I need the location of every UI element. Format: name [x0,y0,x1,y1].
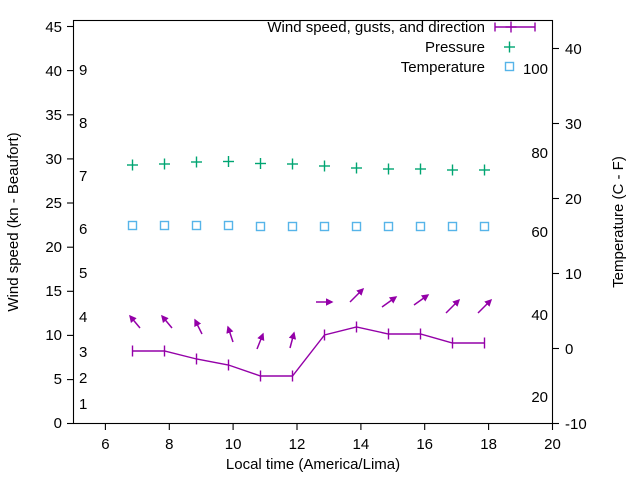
wind-direction-arrows [129,287,493,350]
y-axis-ticks-knots [67,25,74,425]
plot-frame [72,19,554,425]
pressure-point [415,163,426,175]
y-tick-label: 20 [45,239,62,256]
beaufort-label: 2 [79,370,87,387]
wind-direction-arrow [226,325,234,343]
y-tick-label: 0 [54,415,62,432]
y-tick-label: 30 [45,151,62,168]
legend-swatch-temperature [504,61,515,72]
chart-legend: Wind speed, gusts, and direction Pressur… [267,19,536,76]
beaufort-label: 8 [79,115,87,132]
wind-direction-arrow [288,331,297,349]
pressure-point [351,162,362,174]
y2-axis-tick-labels-celsius: 40 30 20 10 0 -10 [565,41,587,433]
x-tick-label: 10 [225,436,242,453]
series-temperature [127,220,490,232]
beaufort-label: 4 [79,309,87,326]
x-tick-label: 12 [289,436,306,453]
wind-direction-arrow [161,314,173,329]
wind-direction-arrow [445,298,461,314]
y-tick-label: 40 [45,63,62,80]
legend-label-pressure: Pressure [425,39,485,56]
y2-tick-label: 40 [565,41,582,58]
pressure-point [191,156,202,168]
y-tick-label: 10 [45,327,62,344]
x-tick-label: 8 [165,436,173,453]
legend-swatch-wind [494,21,536,33]
x-tick-label: 16 [416,436,433,453]
x-tick-label: 6 [101,436,109,453]
y-tick-label: 35 [45,107,62,124]
fahrenheit-label: 100 [523,61,548,78]
x-tick-label: 14 [353,436,370,453]
wind-direction-arrow [129,314,141,329]
series-pressure [127,156,490,176]
y2-tick-label: 20 [565,191,582,208]
y-axis-tick-labels-knots: 45 40 35 30 25 20 15 10 5 0 [45,19,62,432]
pressure-point [447,164,458,176]
y2-tick-label: 10 [565,266,582,283]
y-axis-title: Wind speed (kn - Beaufort) [5,132,22,311]
wind-direction-arrow [194,318,203,335]
wind-direction-arrow [349,287,365,303]
beaufort-label: 5 [79,265,87,282]
pressure-point [159,158,170,170]
x-tick-label: 18 [480,436,497,453]
fahrenheit-label: 20 [531,389,548,406]
y2-axis-title: Temperature (C - F) [610,156,627,288]
series-wind-speed-markers [131,321,486,382]
wind-direction-arrow [477,298,493,314]
x-axis-title: Local time (America/Lima) [226,456,400,473]
pressure-point [255,158,266,169]
legend-label-wind: Wind speed, gusts, and direction [267,19,485,36]
beaufort-label: 1 [79,396,87,413]
pressure-point [383,163,394,175]
x-axis-ticks [104,423,554,430]
pressure-point [319,160,330,172]
pressure-point [127,159,138,171]
y-tick-label: 5 [54,371,62,388]
x-axis-tick-labels: 6 8 10 12 14 16 18 20 [101,436,561,453]
fahrenheit-label: 40 [531,307,548,324]
beaufort-label: 9 [79,62,87,79]
y2-tick-label: 0 [565,341,573,358]
fahrenheit-label: 80 [531,145,548,162]
pressure-point [223,156,234,167]
legend-label-temperature: Temperature [401,59,485,76]
wind-direction-arrow [381,296,398,308]
y2-tick-label: 30 [565,116,582,133]
beaufort-label: 6 [79,221,87,238]
series-wind-speed [132,326,485,377]
fahrenheit-scale-labels: 100 80 60 40 20 [523,61,548,406]
y2-axis-ticks-celsius [552,47,559,425]
wind-direction-arrow [256,332,265,350]
y2-tick-label: -10 [565,416,587,433]
y-tick-label: 15 [45,283,62,300]
beaufort-scale-labels: 9 8 7 6 5 4 3 2 1 [79,62,87,413]
legend-swatch-pressure [504,41,515,53]
y-tick-label: 25 [45,195,62,212]
wind-direction-arrow [413,294,430,306]
beaufort-label: 7 [79,168,87,185]
y-tick-label: 45 [45,19,62,36]
beaufort-label: 3 [79,344,87,361]
fahrenheit-label: 60 [531,224,548,241]
pressure-point [479,164,490,176]
pressure-point [287,158,298,170]
x-tick-label: 20 [544,436,561,453]
